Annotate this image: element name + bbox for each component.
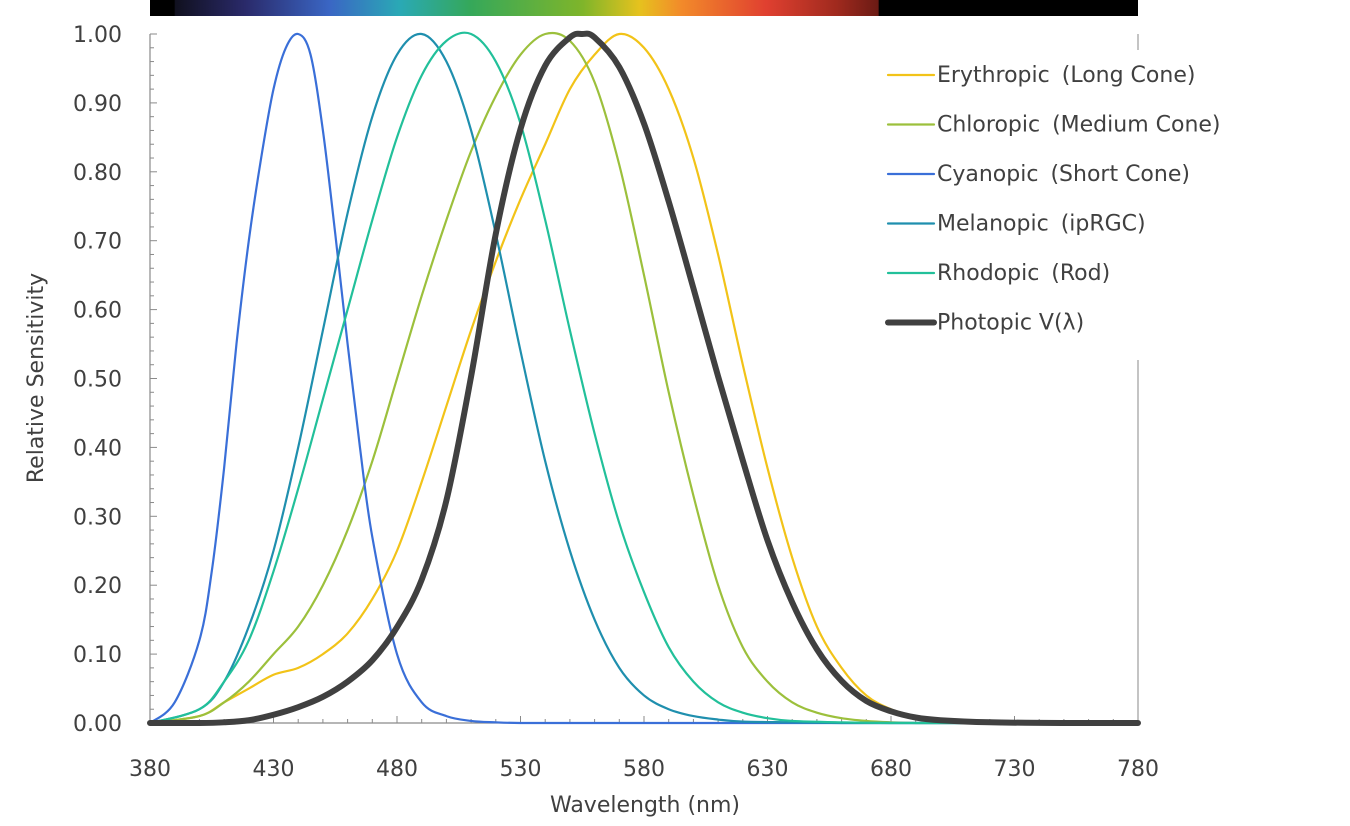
y-tick-labels: 0.00 0.10 0.20 0.30 0.40 0.50 0.60 0.70 0.80 0.90… xyxy=(73,23,122,737)
x-tick-label: 530 xyxy=(500,757,542,782)
series-line-melanopic xyxy=(148,32,1140,725)
series-line-cyanopic xyxy=(148,32,1140,725)
legend-label-photopic-v: Photopic V(λ) xyxy=(937,311,1084,336)
x-tick-label: 780 xyxy=(1117,757,1159,782)
spectrum-bar xyxy=(150,0,1138,16)
legend-label-melanopic: Melanopic (ipRGC) xyxy=(937,212,1146,237)
legend-detail: (Medium Cone) xyxy=(1052,113,1220,138)
y-tick-label: 0.90 xyxy=(73,92,122,117)
x-tick-label: 580 xyxy=(623,757,665,782)
series-line-erythropic xyxy=(148,32,1140,725)
x-tick-label: 730 xyxy=(994,757,1036,782)
legend: Erythropic (Long Cone) Chloropic (Medium Co… xyxy=(880,50,1300,360)
legend-detail: (Short Cone) xyxy=(1050,162,1190,187)
y-tick-label: 0.20 xyxy=(73,574,122,599)
x-tick-label: 630 xyxy=(747,757,789,782)
x-tick-label: 430 xyxy=(253,757,295,782)
x-axis-title: Wavelength (nm) xyxy=(550,793,740,818)
y-tick-label: 0.80 xyxy=(73,161,122,186)
legend-detail: (Rod) xyxy=(1051,261,1110,286)
y-tick-label: 0.00 xyxy=(73,712,122,737)
y-tick-label: 0.40 xyxy=(73,436,122,461)
y-tick-label: 0.60 xyxy=(73,299,122,324)
legend-detail: (Long Cone) xyxy=(1062,63,1196,88)
axis-ticks xyxy=(149,33,1139,724)
x-tick-label: 380 xyxy=(129,757,171,782)
series-line-rhodopic xyxy=(148,31,1140,725)
series-lines xyxy=(147,30,1141,727)
legend-label-cyanopic: Cyanopic (Short Cone) xyxy=(937,162,1190,187)
y-tick-label: 0.30 xyxy=(73,505,122,530)
legend-label-rhodopic: Rhodopic (Rod) xyxy=(937,261,1110,286)
y-tick-label: 0.10 xyxy=(73,643,122,668)
y-tick-label: 0.50 xyxy=(73,368,122,393)
legend-detail: (ipRGC) xyxy=(1061,212,1146,237)
y-tick-label: 0.70 xyxy=(73,230,122,255)
legend-background xyxy=(880,50,1300,360)
legend-label-chloropic: Chloropic (Medium Cone) xyxy=(937,113,1221,138)
y-tick-label: 1.00 xyxy=(73,23,122,48)
x-tick-label: 680 xyxy=(870,757,912,782)
spectrum-bar-colors xyxy=(174,0,879,16)
y-axis-title: Relative Sensitivity xyxy=(24,273,49,483)
x-tick-labels: 380 430 480 530 580 630 680 730 780 xyxy=(129,757,1159,782)
legend-label-erythropic: Erythropic (Long Cone) xyxy=(937,63,1195,88)
x-tick-label: 480 xyxy=(376,757,418,782)
series-line-photopic-v xyxy=(147,30,1141,727)
series-line-chloropic xyxy=(148,31,1140,725)
